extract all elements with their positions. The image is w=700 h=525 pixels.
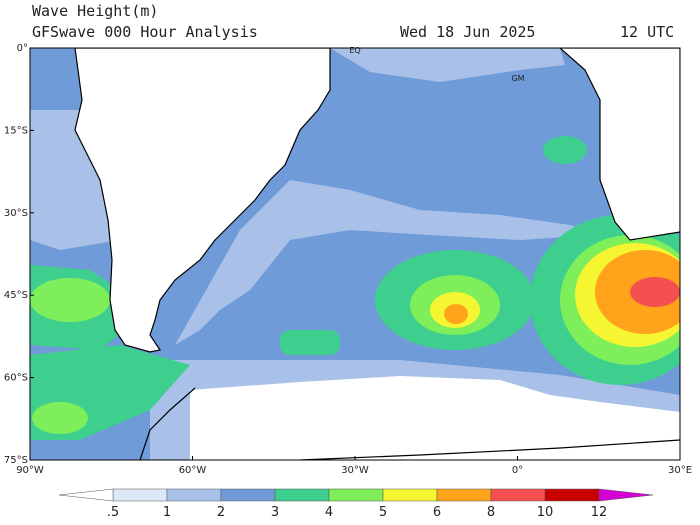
subtitle: GFSwave 000 Hour Analysis: [32, 23, 258, 41]
map: EQ GM: [29, 46, 681, 461]
wave-zone: [444, 304, 468, 324]
colorbar-segment: [112, 488, 168, 502]
colorbar-segment: [274, 488, 330, 502]
lat-label: 45°S: [4, 290, 28, 301]
antarctica: [190, 376, 680, 460]
lon-label: 90°W: [16, 465, 44, 476]
colorbar-segment: [490, 488, 546, 502]
wave-zone: [280, 330, 340, 355]
wave-zone: [543, 136, 587, 164]
annotation: GM: [511, 74, 524, 83]
lat-label: 15°S: [4, 125, 28, 136]
colorbar-label: 10: [537, 505, 554, 520]
lon-label: 30°E: [668, 465, 692, 476]
colorbar-high: [598, 488, 654, 502]
colorbar-segment: [166, 488, 222, 502]
wave-zone: [32, 402, 88, 434]
colorbar-segment: [382, 488, 438, 502]
colorbar-segment: [328, 488, 384, 502]
map-field: [30, 48, 680, 460]
light-band: [175, 180, 600, 345]
colorbar: .5 1 2 3 4 5 6 8 10 12: [58, 488, 654, 520]
colorbar-label: 4: [325, 505, 333, 520]
lon-label: 60°W: [179, 465, 207, 476]
colorbar-label: 6: [433, 505, 441, 520]
lat-label: 0°: [17, 43, 28, 54]
colorbar-label: 3: [271, 505, 279, 520]
wave-zone: [30, 278, 110, 322]
colorbar-label: 2: [217, 505, 225, 520]
colorbar-label: .5: [107, 505, 119, 520]
wave-zone: [630, 277, 680, 307]
colorbar-label: 5: [379, 505, 387, 520]
colorbar-segment: [220, 488, 276, 502]
colorbar-label: 1: [163, 505, 171, 520]
lat-label: 30°S: [4, 208, 28, 219]
lon-label: 30°W: [341, 465, 369, 476]
colorbar-segment: [544, 488, 600, 502]
antarctic-peninsula: [139, 387, 196, 460]
africa: [559, 48, 680, 241]
annotation: EQ: [349, 46, 360, 55]
time: 12 UTC: [620, 23, 674, 41]
lat-label: 60°S: [4, 373, 28, 384]
lon-label: 0°: [512, 465, 523, 476]
lat-label: 75°S: [4, 455, 28, 466]
title: Wave Height(m): [32, 2, 158, 20]
colorbar-label: 8: [487, 505, 495, 520]
light-band: [330, 48, 565, 82]
axes: 0° 15°S 30°S 45°S 60°S 75°S90°W 60°W 30°W 0° 30°E: [4, 43, 692, 476]
date: Wed 18 Jun 2025: [400, 23, 535, 41]
colorbar-segment: [436, 488, 492, 502]
colorbar-label: 12: [591, 505, 608, 520]
coastline: [299, 439, 680, 460]
colorbar-low: [58, 488, 114, 502]
south-america: [74, 48, 331, 353]
